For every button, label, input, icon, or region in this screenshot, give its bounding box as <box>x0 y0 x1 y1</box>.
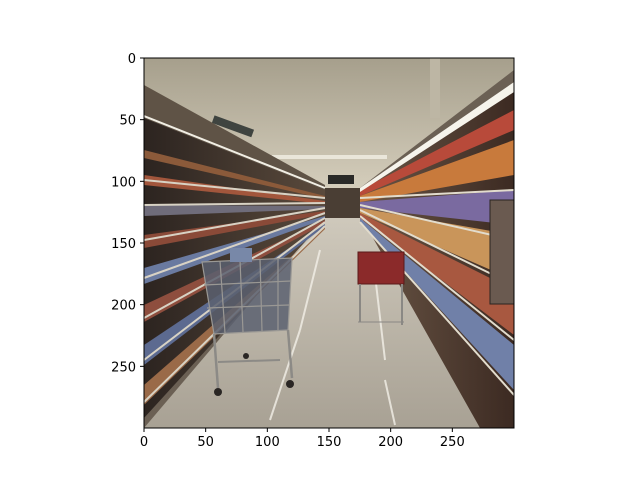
x-tick-label: 150 <box>317 435 342 450</box>
left-header <box>144 85 325 190</box>
ceiling-beam <box>430 58 440 118</box>
floor-reflections <box>269 249 396 426</box>
y-tick-label: 200 <box>111 299 136 314</box>
x-tick-label: 100 <box>255 435 280 450</box>
right-shelf-edges <box>359 189 514 396</box>
shopping-cart <box>201 248 294 396</box>
aisle-sign <box>489 199 514 305</box>
x-tick-label: 250 <box>440 435 465 450</box>
aisle-end <box>325 188 360 218</box>
right-light-strip <box>360 82 514 192</box>
y-tick-label: 150 <box>111 237 136 252</box>
ceiling-vent <box>211 115 255 138</box>
y-axis: 0 50 100 150 200 250 <box>111 52 144 375</box>
left-light-strip <box>144 115 326 189</box>
ceiling <box>144 58 514 188</box>
x-tick-label: 50 <box>197 435 214 450</box>
x-axis: 0 50 100 150 200 250 <box>140 428 465 450</box>
y-tick-label: 50 <box>119 114 136 129</box>
exit-sign <box>328 175 354 184</box>
y-tick-label: 100 <box>111 175 136 190</box>
ceiling-light <box>272 155 387 159</box>
red-cart <box>357 251 405 325</box>
supermarket-photo <box>144 58 514 428</box>
x-tick-label: 0 <box>140 435 148 450</box>
y-tick-label: 250 <box>111 360 136 375</box>
x-tick-label: 200 <box>378 435 403 450</box>
y-tick-label: 0 <box>128 52 136 67</box>
floor <box>144 215 514 428</box>
